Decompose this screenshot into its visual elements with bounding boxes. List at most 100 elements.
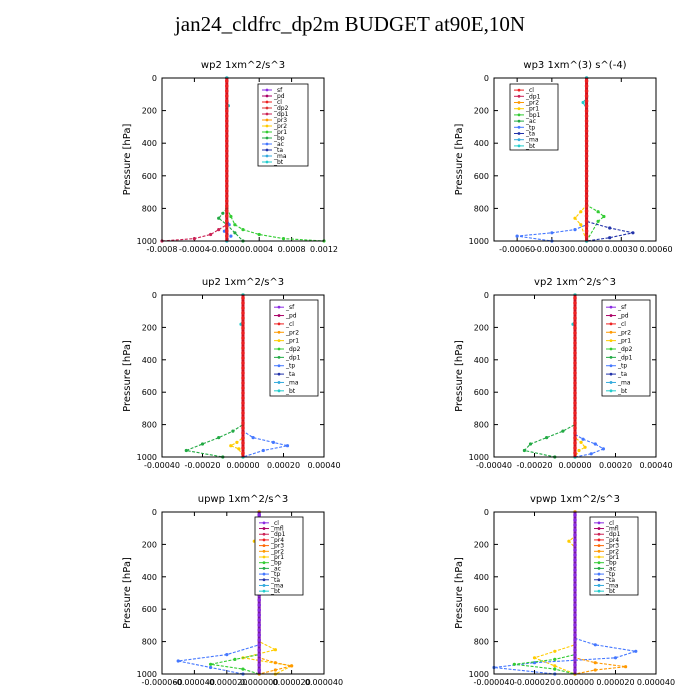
legend-entry: _pr2: [525, 100, 539, 107]
profile-marker: [257, 638, 262, 642]
profile-marker: [573, 598, 577, 602]
profile-marker: [225, 94, 229, 98]
legend-marker: [597, 527, 601, 530]
legend-marker: [597, 555, 601, 559]
series-point: [624, 665, 628, 669]
legend-marker: [265, 148, 269, 152]
legend-entry: _ta: [270, 577, 280, 584]
legend-marker: [277, 305, 281, 309]
series-point: [281, 237, 286, 241]
legend-entry: _ta: [617, 371, 627, 378]
panel-title: wp2 1xm^2/s^3: [201, 60, 285, 71]
profile-marker: [241, 451, 245, 455]
series-point: [231, 429, 235, 433]
y-tick-label: 1000: [137, 670, 157, 679]
profile-marker: [573, 638, 577, 642]
legend-marker: [517, 125, 521, 129]
profile-marker: [584, 154, 589, 158]
legend-entry: _bp: [270, 560, 282, 567]
series-point: [545, 436, 549, 440]
legend-entry: _ta: [605, 577, 615, 584]
legend-entry: _ta: [525, 131, 535, 138]
legend-entry: _mfl: [270, 526, 284, 533]
profile-marker: [584, 144, 589, 148]
series-point: [515, 234, 519, 238]
legend-marker: [609, 339, 613, 343]
legend-entry: _ma: [285, 379, 299, 386]
legend-marker: [265, 88, 269, 92]
legend-entry: _sf: [285, 304, 295, 311]
legend-marker: [262, 532, 266, 536]
profile-marker: [584, 164, 589, 168]
profile-marker: [257, 618, 262, 622]
x-tick-label: 0.00060: [639, 245, 672, 254]
y-tick-label: 1000: [469, 453, 489, 462]
profile-marker: [225, 104, 229, 108]
profile-marker: [257, 623, 262, 627]
profile-marker: [241, 311, 245, 315]
profile-marker: [584, 184, 589, 188]
profile-marker: [573, 351, 577, 355]
series-point: [596, 210, 600, 214]
profile-marker: [573, 321, 577, 325]
profile-marker: [225, 174, 229, 178]
series-point: [608, 226, 612, 230]
profile-marker: [241, 401, 245, 405]
legend-marker: [262, 572, 266, 576]
legend-marker: [609, 364, 613, 368]
profile-marker: [573, 296, 577, 300]
x-tick-label: -0.000020: [206, 678, 247, 687]
legend-marker: [277, 355, 281, 359]
legend-entry: _cl: [273, 99, 282, 106]
legend-entry: _tp: [285, 363, 295, 370]
legend-entry: _pr3: [270, 543, 284, 550]
legend-marker: [277, 389, 281, 393]
series-point: [567, 539, 571, 543]
y-tick-label: 800: [474, 421, 489, 430]
legend-marker: [277, 322, 281, 326]
legend-entry: _tp: [525, 124, 535, 131]
profile-marker: [241, 376, 245, 380]
legend-marker: [265, 160, 269, 164]
legend-marker: [262, 589, 266, 593]
series-point: [593, 643, 597, 647]
legend-marker: [277, 364, 281, 368]
x-tick-label: 0.000000: [556, 678, 594, 687]
profile-marker: [573, 331, 577, 335]
profile-marker: [257, 598, 262, 602]
profile-marker: [241, 371, 245, 375]
legend-entry: _ma: [273, 153, 287, 160]
profile-marker: [573, 361, 577, 365]
series-point: [522, 448, 527, 453]
profile-marker: [241, 441, 245, 445]
profile-marker: [573, 513, 577, 517]
profile-marker: [225, 154, 229, 158]
legend-marker: [262, 544, 266, 548]
profile-marker: [241, 351, 245, 355]
series-point: [209, 662, 213, 666]
profile-marker: [241, 361, 245, 365]
y-tick-label: 400: [474, 573, 489, 582]
profile-marker: [584, 159, 589, 163]
x-tick-label: 0.00040: [307, 461, 340, 470]
profile-marker: [225, 204, 229, 208]
profile-marker: [573, 593, 577, 597]
profile-marker: [241, 436, 245, 440]
legend-entry: _ac: [605, 565, 616, 572]
x-tick-label: -0.000040: [174, 678, 215, 687]
profile-marker: [584, 234, 589, 238]
y-axis-label: Pressure [hPa]: [454, 124, 465, 196]
series-point: [273, 661, 277, 665]
legend-box: [589, 516, 639, 596]
series-point: [241, 228, 245, 232]
profile-marker: [573, 416, 577, 420]
series-point: [583, 445, 587, 449]
profile-marker: [225, 189, 229, 193]
legend-entry: _pr1: [285, 338, 299, 345]
profile-marker: [573, 518, 577, 522]
legend-entry: _sf: [273, 87, 283, 94]
legend: _cl_dp1_pr2_pr1_bp1_ac_tp_ta_ma_bt: [509, 83, 559, 151]
profile-marker: [257, 653, 262, 657]
profile-marker: [573, 588, 577, 592]
